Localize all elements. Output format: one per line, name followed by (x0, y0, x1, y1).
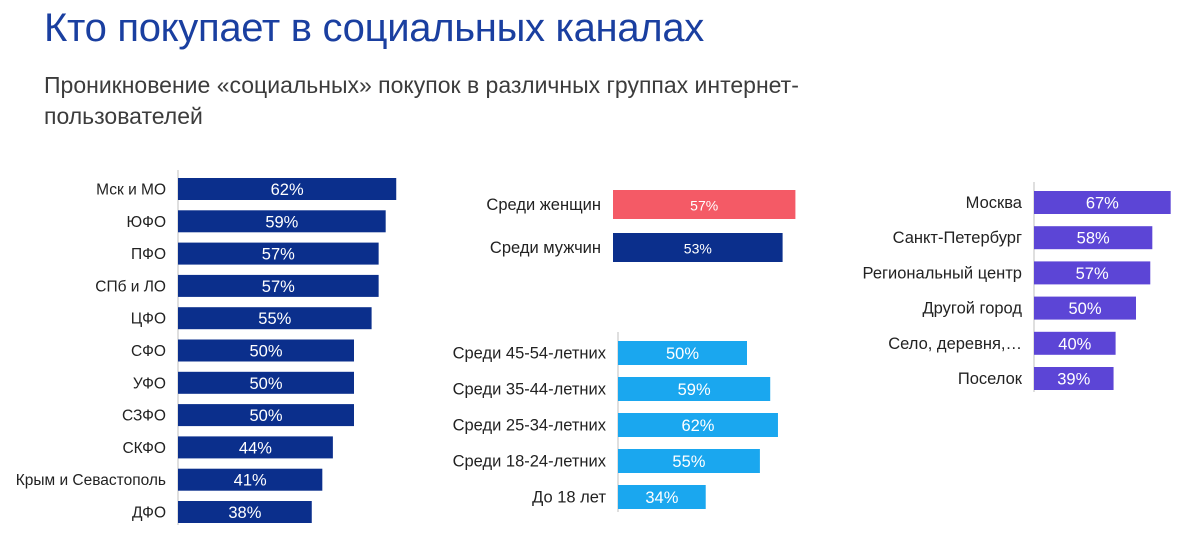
regions-category-label: ДФО (132, 505, 166, 522)
regions-value-label: 41% (234, 472, 267, 490)
age-value-label: 34% (645, 489, 678, 507)
gender-bar (613, 233, 783, 262)
settlement-bar (1034, 296, 1136, 320)
settlement-value-label: 50% (1068, 300, 1101, 318)
age-bar (618, 449, 760, 473)
settlement-category-label: Санкт-Петербург (893, 229, 1022, 247)
age-bar (618, 341, 747, 365)
settlement-category-label: Региональный центр (863, 264, 1022, 282)
settlement-category-label: Поселок (958, 370, 1023, 388)
age-bar (618, 485, 706, 509)
settlement-bar (1034, 191, 1171, 214)
regions-bar (178, 371, 354, 394)
page-subtitle: Проникновение «социальных» покупок в раз… (44, 72, 799, 129)
regions-value-label: 50% (249, 375, 282, 393)
regions-bar (178, 436, 333, 459)
gender-bar-chart: Среди женщин 57% Среди мужчин 53% (486, 190, 796, 262)
age-category-label: До 18 лет (532, 489, 606, 507)
settlement-category-label: Москва (966, 194, 1023, 212)
age-category-label: Среди 45-54-летних (453, 345, 607, 363)
gender-value-label: 57% (690, 198, 718, 214)
regions-value-label: 59% (265, 213, 298, 231)
regions-category-label: УФО (133, 375, 166, 392)
regions-bar (178, 339, 354, 362)
regions-category-label: СФО (131, 343, 166, 360)
age-category-label: Среди 25-34-летних (453, 417, 607, 435)
regions-category-label: Мск и МО (96, 182, 166, 199)
regions-bar (178, 242, 379, 265)
regions-value-label: 38% (228, 504, 261, 522)
regions-category-label: ПФО (131, 246, 166, 263)
age-value-label: 50% (666, 345, 699, 363)
regions-bar (178, 178, 397, 200)
page-title: Кто покупает в социальных каналах (44, 6, 704, 50)
regions-value-label: 62% (271, 181, 304, 199)
age-bar-chart: Среди 45-54-летних 50% Среди 35-44-летних 5… (453, 332, 778, 512)
regions-category-label: ЦФО (131, 311, 166, 328)
age-value-label: 55% (672, 453, 705, 471)
settlement-value-label: 40% (1058, 335, 1091, 353)
settlement-value-label: 58% (1077, 230, 1110, 248)
regions-value-label: 50% (249, 343, 282, 361)
regions-value-label: 55% (258, 310, 291, 328)
regions-bar (178, 501, 312, 523)
gender-bar (613, 190, 796, 219)
settlement-value-label: 67% (1086, 195, 1119, 213)
regions-value-label: 50% (249, 407, 282, 425)
settlement-bar (1034, 331, 1116, 355)
settlement-category-label: Село, деревня,… (888, 335, 1022, 353)
regions-category-label: СЗФО (122, 408, 166, 425)
regions-bar-chart: Мск и МО 62% ЮФО 59% ПФО 57% СПб и ЛО 57% ЦФО 55%… (16, 170, 397, 525)
regions-category-label: Крым и Севастополь (16, 472, 166, 489)
regions-bar (178, 274, 379, 297)
regions-bar (178, 468, 323, 491)
age-bar (618, 377, 771, 401)
settlement-bar (1034, 261, 1151, 285)
settlement-bar (1034, 226, 1153, 250)
settlement-category-label: Другой город (923, 300, 1023, 318)
regions-category-label: СКФО (122, 440, 166, 457)
settlement-value-label: 57% (1076, 265, 1109, 283)
settlement-value-label: 39% (1057, 371, 1090, 389)
age-bar (618, 413, 778, 437)
settlement-bar (1034, 367, 1114, 390)
age-value-label: 62% (681, 417, 714, 435)
age-category-label: Среди 18-24-летних (453, 453, 607, 471)
settlement-bar-chart: Москва 67% Санкт-Петербург 58% Региональный … (863, 182, 1171, 392)
regions-category-label: ЮФО (127, 214, 167, 231)
regions-bar (178, 307, 372, 330)
regions-category-label: СПб и ЛО (95, 278, 166, 295)
regions-value-label: 57% (262, 278, 295, 296)
gender-value-label: 53% (684, 241, 712, 257)
gender-category-label: Среди мужчин (490, 239, 601, 257)
gender-category-label: Среди женщин (486, 196, 601, 214)
regions-value-label: 57% (262, 246, 295, 264)
age-value-label: 59% (678, 381, 711, 399)
regions-bar (178, 210, 386, 233)
regions-value-label: 44% (239, 439, 272, 457)
regions-bar (178, 404, 354, 427)
age-category-label: Среди 35-44-летних (453, 381, 607, 399)
